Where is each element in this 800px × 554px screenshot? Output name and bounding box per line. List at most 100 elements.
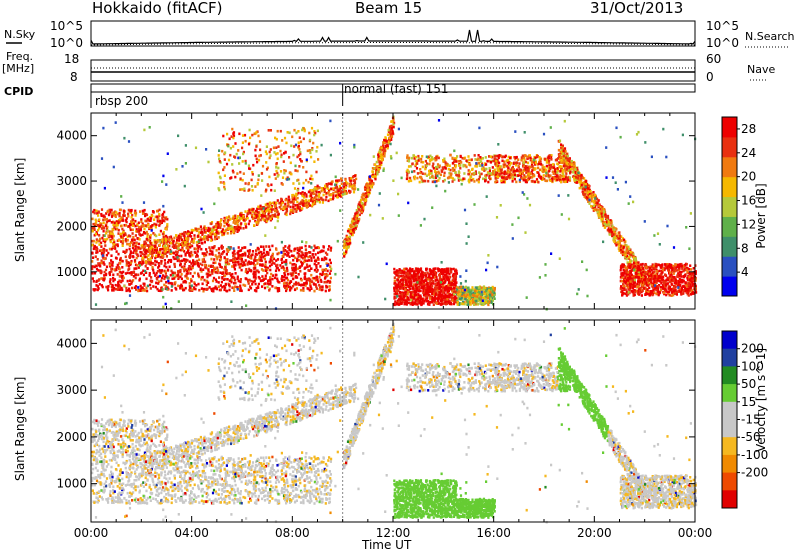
- heatmap-cell: [242, 227, 244, 230]
- heatmap-cell: [181, 278, 183, 281]
- heatmap-cell: [95, 255, 97, 258]
- heatmap-cell: [161, 214, 163, 217]
- heatmap-cell: [138, 226, 140, 229]
- heatmap-cell: [137, 290, 139, 293]
- heatmap-cell: [101, 208, 103, 211]
- heatmap-cell: [114, 278, 116, 281]
- heatmap-cell: [324, 273, 326, 276]
- heatmap-cell: [304, 277, 306, 280]
- heatmap-cell: [192, 265, 194, 268]
- heatmap-cell: [234, 282, 236, 285]
- heatmap-cell: [142, 289, 144, 292]
- heatmap-cell: [312, 253, 314, 256]
- heatmap-cell: [132, 232, 134, 235]
- heatmap-cell: [202, 258, 204, 261]
- heatmap-cell: [122, 240, 124, 243]
- heatmap-cell: [289, 213, 291, 216]
- heatmap-cell: [120, 209, 122, 212]
- heatmap-cell: [154, 249, 156, 252]
- heatmap-cell: [260, 259, 262, 262]
- heatmap-cell: [190, 251, 192, 254]
- heatmap-cell: [284, 203, 286, 206]
- heatmap-cell: [93, 240, 95, 243]
- heatmap-cell: [152, 285, 154, 288]
- heatmap-cell: [151, 281, 153, 284]
- heatmap-cell: [291, 254, 293, 257]
- heatmap-cell: [98, 234, 100, 237]
- heatmap-cell: [321, 289, 323, 292]
- heatmap-cell: [143, 231, 145, 234]
- heatmap-cell: [275, 270, 277, 273]
- heatmap-cell: [307, 269, 309, 272]
- heatmap-cell: [122, 279, 124, 282]
- heatmap-cell: [276, 278, 278, 281]
- heatmap-cell: [218, 263, 220, 266]
- heatmap-cell: [133, 271, 135, 274]
- heatmap-cell: [130, 271, 132, 274]
- heatmap-cell: [106, 254, 108, 257]
- heatmap-cell: [327, 187, 329, 190]
- heatmap-cell: [179, 269, 181, 272]
- heatmap-cell: [192, 261, 194, 264]
- heatmap-cell: [158, 265, 160, 268]
- heatmap-cell: [132, 236, 134, 239]
- heatmap-cell: [237, 261, 239, 264]
- heatmap-cell: [276, 253, 278, 256]
- heatmap-cell: [298, 192, 300, 195]
- heatmap-cell: [100, 213, 102, 216]
- heatmap-cell: [282, 255, 284, 258]
- heatmap-cell: [294, 268, 296, 271]
- heatmap-cell: [265, 261, 267, 264]
- heatmap-cell: [235, 272, 237, 275]
- heatmap-cell: [97, 289, 99, 292]
- heatmap-cell: [318, 276, 320, 279]
- heatmap-cell: [128, 209, 130, 212]
- heatmap-cell: [303, 282, 305, 285]
- heatmap-cell: [122, 244, 124, 247]
- heatmap-cell: [269, 249, 271, 252]
- heatmap-cell: [97, 214, 99, 217]
- heatmap-cell: [132, 229, 134, 232]
- heatmap-cell: [269, 261, 271, 264]
- heatmap-cell: [306, 260, 308, 263]
- heatmap-cell: [103, 222, 105, 225]
- heatmap-cell: [163, 242, 165, 245]
- heatmap-cell: [103, 279, 105, 282]
- heatmap-cell: [230, 232, 232, 235]
- heatmap-cell: [301, 279, 303, 282]
- heatmap-cell: [131, 287, 133, 290]
- heatmap-cell: [104, 271, 106, 274]
- heatmap-cell: [97, 258, 99, 261]
- heatmap-cell: [253, 259, 255, 262]
- heatmap-cell: [248, 289, 250, 292]
- heatmap-cell: [144, 215, 146, 218]
- heatmap-cell: [197, 250, 199, 253]
- heatmap-cell: [266, 251, 268, 254]
- heatmap-cell: [195, 248, 197, 251]
- heatmap-cell: [254, 264, 256, 267]
- heatmap-cell: [146, 238, 148, 241]
- heatmap-cell: [225, 290, 227, 293]
- heatmap-cell: [224, 221, 226, 224]
- heatmap-cell: [275, 274, 277, 277]
- heatmap-cell: [140, 234, 142, 237]
- heatmap-cell: [146, 290, 148, 293]
- heatmap-cell: [171, 289, 173, 292]
- heatmap-cell: [302, 289, 304, 292]
- heatmap-cell: [269, 269, 271, 272]
- heatmap-cell: [307, 287, 309, 290]
- heatmap-cell: [120, 225, 122, 228]
- heatmap-cell: [178, 270, 180, 273]
- heatmap-cell: [156, 210, 158, 213]
- heatmap-cell: [91, 252, 93, 255]
- heatmap-cell: [283, 268, 285, 271]
- heatmap-cell: [308, 191, 310, 194]
- heatmap-cell: [92, 265, 94, 268]
- heatmap-cell: [264, 258, 266, 261]
- heatmap-cell: [203, 236, 205, 239]
- heatmap-cell: [244, 254, 246, 257]
- heatmap-cell: [148, 239, 150, 242]
- heatmap-cell: [213, 287, 215, 290]
- heatmap-cell: [110, 268, 112, 271]
- heatmap-cell: [135, 245, 137, 248]
